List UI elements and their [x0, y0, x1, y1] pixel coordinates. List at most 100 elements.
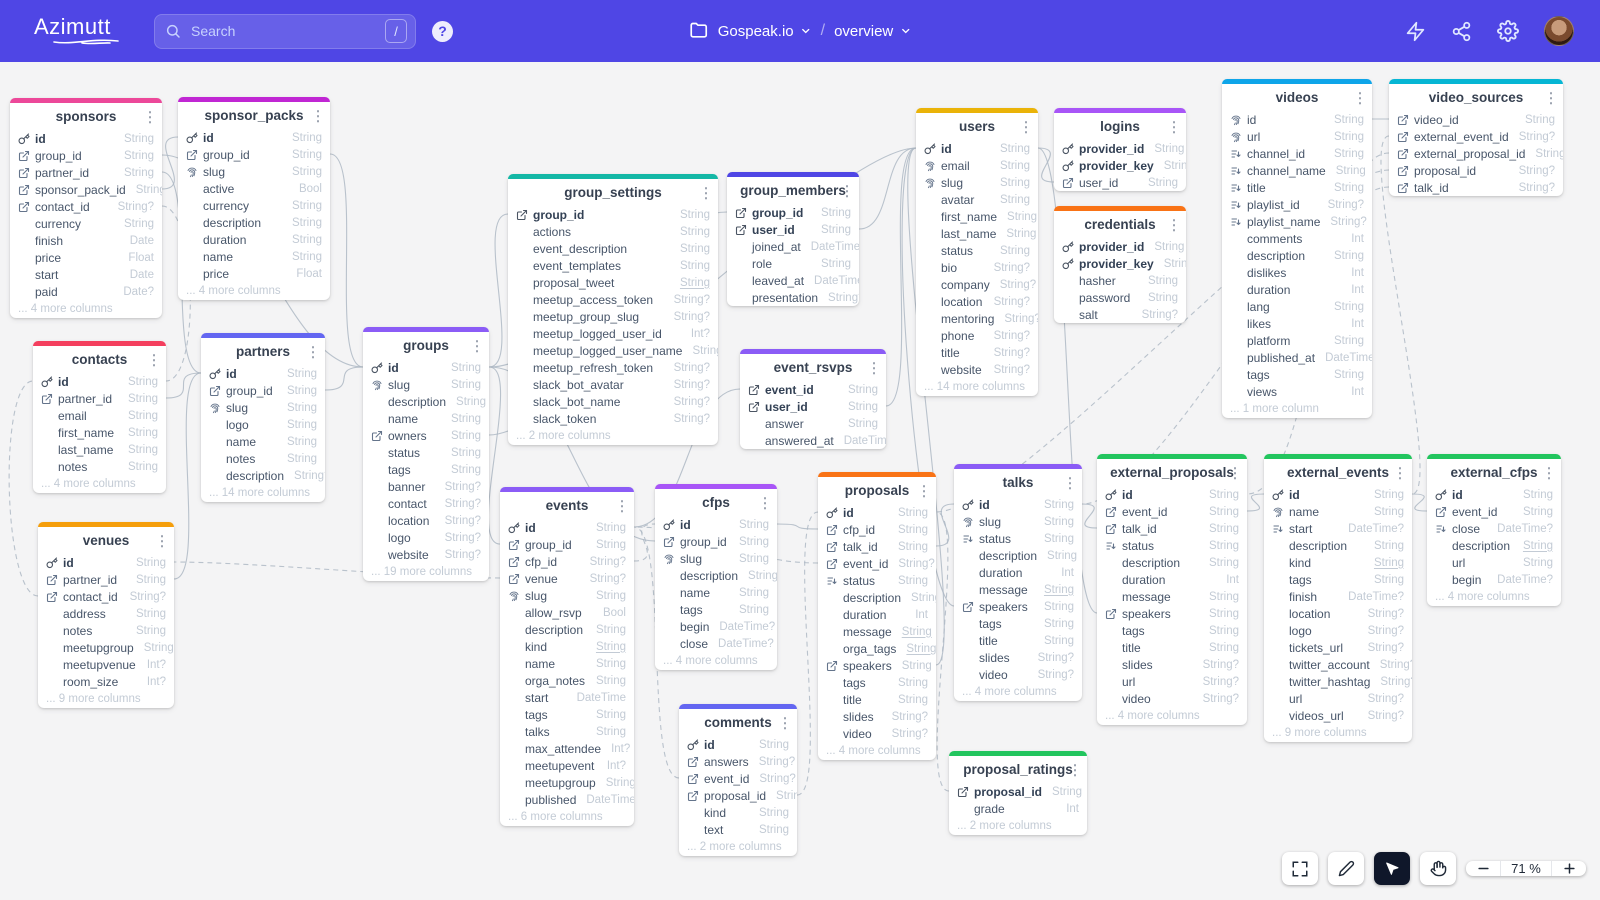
column-price[interactable]: price Float: [178, 265, 330, 282]
table-menu-icon[interactable]: ⋮: [1068, 761, 1082, 777]
column-website[interactable]: website String?: [916, 361, 1038, 378]
column-name[interactable]: name String: [201, 433, 325, 450]
column-url[interactable]: url String?: [1264, 690, 1412, 707]
column-duration[interactable]: duration Int: [1222, 281, 1372, 298]
hidden-columns-toggle[interactable]: ... 4 more columns: [186, 285, 281, 297]
column-notes[interactable]: notes String: [201, 450, 325, 467]
hidden-columns-toggle[interactable]: ... 4 more columns: [826, 745, 921, 757]
column-slack_bot_name[interactable]: slack_bot_name String?: [508, 393, 718, 410]
column-sponsor_pack_id[interactable]: sponsor_pack_id String: [10, 181, 162, 198]
column-logo[interactable]: logo String?: [1264, 622, 1412, 639]
column-slug[interactable]: slug String: [655, 550, 777, 567]
hidden-columns-toggle[interactable]: ... 4 more columns: [962, 686, 1057, 698]
column-kind[interactable]: kind String: [500, 638, 634, 655]
table-menu-icon[interactable]: ⋮: [1228, 464, 1242, 480]
column-url[interactable]: url String?: [1097, 673, 1247, 690]
column-talk_id[interactable]: talk_id String: [1097, 520, 1247, 537]
column-id[interactable]: id String: [916, 140, 1038, 157]
table-events[interactable]: events ⋮ id String group_id String cfp_id Strin…: [500, 487, 634, 826]
column-paid[interactable]: paid Date?: [10, 283, 162, 300]
column-location[interactable]: location String?: [1264, 605, 1412, 622]
column-leaved_at[interactable]: leaved_at DateTime?: [727, 272, 859, 289]
column-description[interactable]: description String: [655, 567, 777, 584]
table-venues[interactable]: venues ⋮ id String partner_id String contact_i…: [38, 522, 174, 708]
diagram-canvas[interactable]: sponsors ⋮ id String group_id String partner_i…: [0, 62, 1600, 900]
column-last_name[interactable]: last_name String: [33, 441, 166, 458]
column-allow_rsvp[interactable]: allow_rsvp Bool: [500, 604, 634, 621]
column-video[interactable]: video String?: [954, 666, 1082, 683]
hidden-columns-toggle[interactable]: ... 4 more columns: [18, 303, 113, 315]
table-videos[interactable]: videos ⋮ id String url String channel_id String…: [1222, 79, 1372, 418]
column-channel_name[interactable]: channel_name String: [1222, 162, 1372, 179]
column-grade[interactable]: grade Int: [949, 800, 1087, 817]
column-name[interactable]: name String: [363, 410, 489, 427]
hidden-columns-toggle[interactable]: ... 4 more columns: [663, 655, 758, 667]
table-proposals[interactable]: proposals ⋮ id String cfp_id String talk_id Str…: [818, 472, 936, 760]
table-menu-icon[interactable]: ⋮: [155, 532, 169, 548]
column-tags[interactable]: tags String: [1222, 366, 1372, 383]
column-title[interactable]: title String?: [916, 344, 1038, 361]
column-group_id[interactable]: group_id String: [10, 147, 162, 164]
hidden-columns-toggle[interactable]: ... 1 more column: [1230, 403, 1319, 415]
user-avatar[interactable]: [1544, 16, 1574, 46]
column-meetup_logged_user_id[interactable]: meetup_logged_user_id Int?: [508, 325, 718, 342]
table-menu-icon[interactable]: ⋮: [1393, 464, 1407, 480]
column-tickets_url[interactable]: tickets_url String?: [1264, 639, 1412, 656]
table-menu-icon[interactable]: ⋮: [306, 343, 320, 359]
column-id[interactable]: id String: [33, 373, 166, 390]
column-external_proposal_id[interactable]: external_proposal_id String?: [1389, 145, 1563, 162]
column-orga_notes[interactable]: orga_notes String: [500, 672, 634, 689]
column-slug[interactable]: slug String: [201, 399, 325, 416]
column-videos_url[interactable]: videos_url String?: [1264, 707, 1412, 724]
column-description[interactable]: description String: [178, 214, 330, 231]
column-group_id[interactable]: group_id String: [500, 536, 634, 553]
column-currency[interactable]: currency String: [10, 215, 162, 232]
column-status[interactable]: status String: [363, 444, 489, 461]
column-id[interactable]: id String: [818, 504, 936, 521]
column-kind[interactable]: kind String: [1264, 554, 1412, 571]
column-description[interactable]: description String: [954, 547, 1082, 564]
column-role[interactable]: role String: [727, 255, 859, 272]
column-speakers[interactable]: speakers String: [954, 598, 1082, 615]
column-mentoring[interactable]: mentoring String?: [916, 310, 1038, 327]
column-description[interactable]: description String: [1222, 247, 1372, 264]
column-slides[interactable]: slides String?: [818, 708, 936, 725]
table-menu-icon[interactable]: ⋮: [840, 182, 854, 198]
column-id[interactable]: id String: [38, 554, 174, 571]
column-last_name[interactable]: last_name String: [916, 225, 1038, 242]
column-id[interactable]: id String: [1222, 111, 1372, 128]
table-external_cfps[interactable]: external_cfps ⋮ id String event_id String clos…: [1427, 454, 1561, 606]
table-menu-icon[interactable]: ⋮: [1542, 464, 1556, 480]
column-likes[interactable]: likes Int: [1222, 315, 1372, 332]
column-tags[interactable]: tags String: [500, 706, 634, 723]
column-provider_id[interactable]: provider_id String: [1054, 238, 1186, 255]
column-published[interactable]: published DateTime?: [500, 791, 634, 808]
column-meetupvenue[interactable]: meetupvenue Int?: [38, 656, 174, 673]
column-text[interactable]: text String: [679, 821, 797, 838]
column-description[interactable]: description String: [1427, 537, 1561, 554]
column-id[interactable]: id String: [500, 519, 634, 536]
column-id[interactable]: id String: [178, 129, 330, 146]
column-url[interactable]: url String: [1427, 554, 1561, 571]
column-group_id[interactable]: group_id String: [178, 146, 330, 163]
hidden-columns-toggle[interactable]: ... 4 more columns: [41, 478, 136, 490]
column-name[interactable]: name String: [1264, 503, 1412, 520]
table-logins[interactable]: logins ⋮ provider_id String provider_key Stri…: [1054, 108, 1186, 191]
share-icon[interactable]: [1451, 21, 1472, 42]
column-notes[interactable]: notes String: [38, 622, 174, 639]
column-slug[interactable]: slug String: [916, 174, 1038, 191]
column-banner[interactable]: banner String?: [363, 478, 489, 495]
column-message[interactable]: message String: [818, 623, 936, 640]
column-twitter_hashtag[interactable]: twitter_hashtag String?: [1264, 673, 1412, 690]
help-button[interactable]: ?: [432, 20, 453, 42]
column-id[interactable]: id String: [1427, 486, 1561, 503]
table-menu-icon[interactable]: ⋮: [147, 351, 161, 367]
column-comments[interactable]: comments Int: [1222, 230, 1372, 247]
column-meetupgroup[interactable]: meetupgroup String?: [500, 774, 634, 791]
table-contacts[interactable]: contacts ⋮ id String partner_id String email St…: [33, 341, 166, 493]
table-groups[interactable]: groups ⋮ id String slug String description Stri…: [363, 327, 489, 581]
column-playlist_id[interactable]: playlist_id String?: [1222, 196, 1372, 213]
table-users[interactable]: users ⋮ id String email String slug String avata…: [916, 108, 1038, 396]
table-credentials[interactable]: credentials ⋮ provider_id String provider_ke…: [1054, 206, 1186, 323]
column-id[interactable]: id String: [363, 359, 489, 376]
